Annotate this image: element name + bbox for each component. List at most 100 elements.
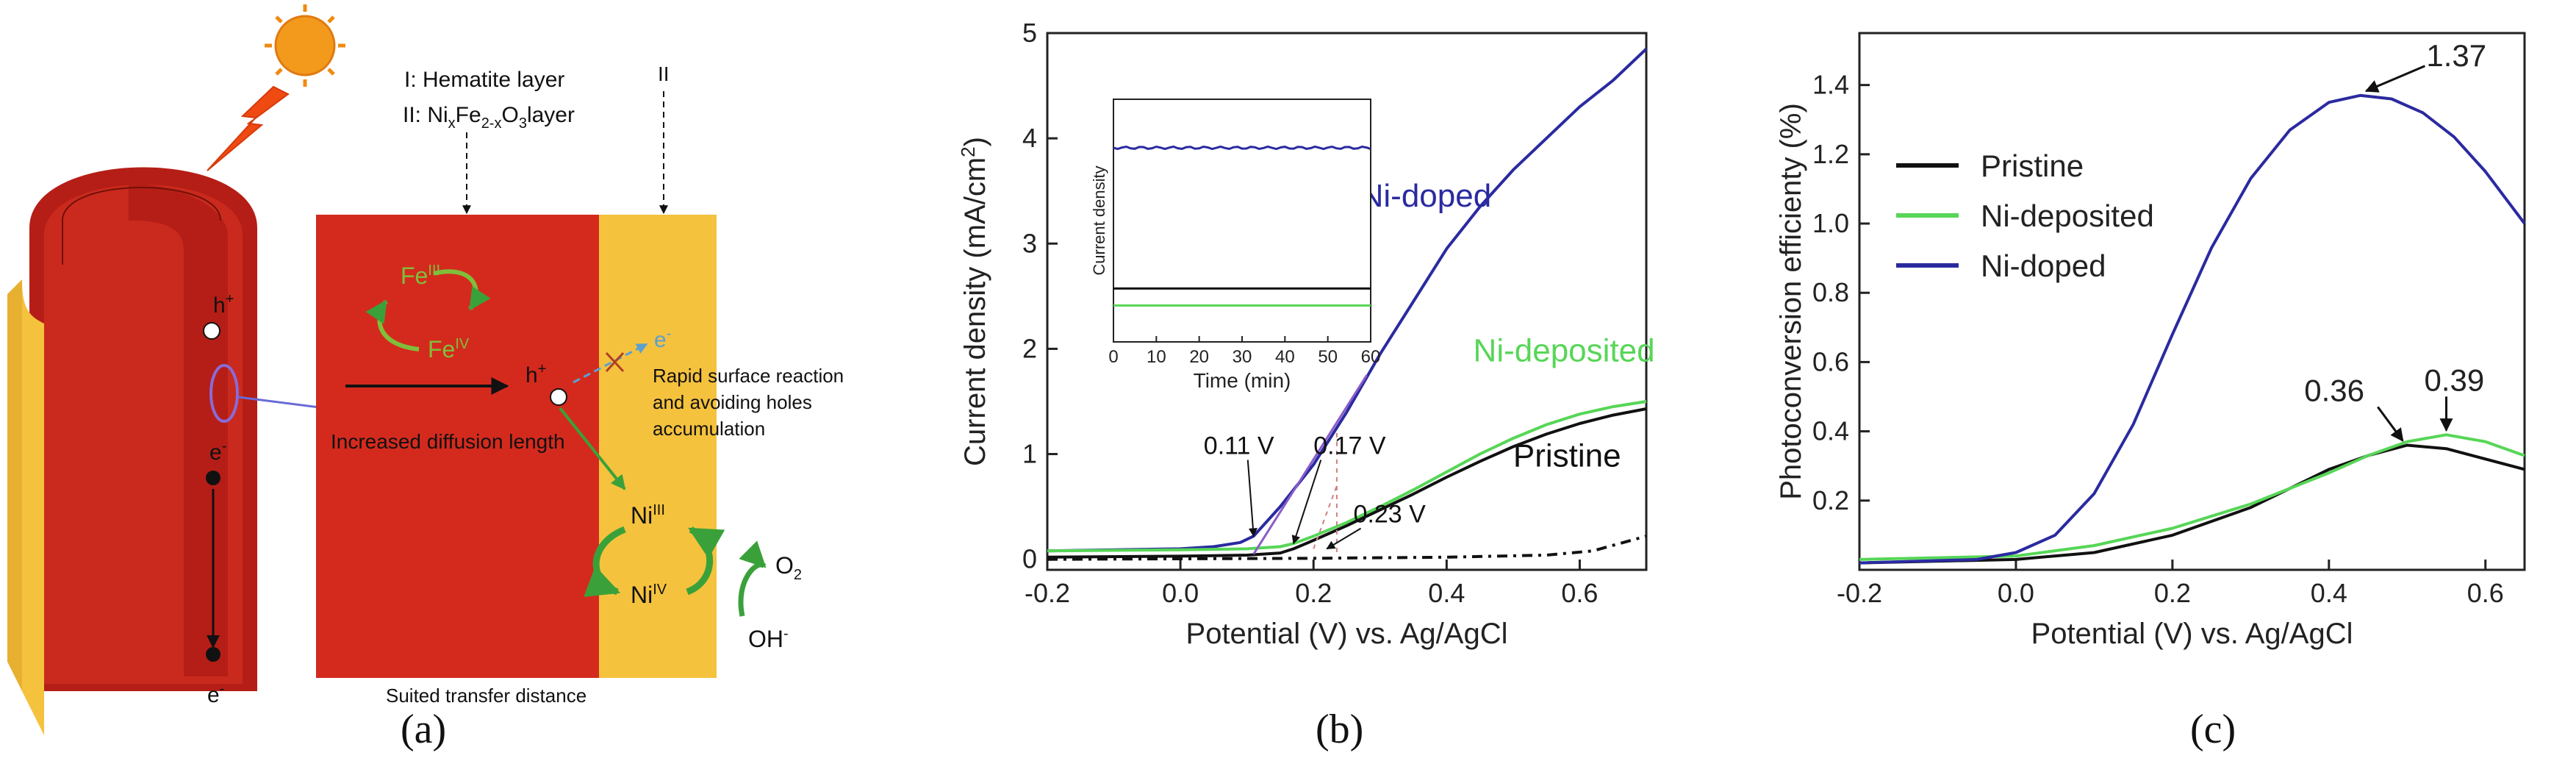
electron-label-block: e- — [654, 326, 671, 352]
x-tick-label: -0.2 — [1025, 578, 1070, 608]
plot-frame — [1046, 32, 1648, 571]
y-tick-label: 4 — [1022, 123, 1037, 153]
onset-annotation: 0.11 V — [1204, 432, 1274, 460]
inset-line-ni-doped — [1113, 145, 1371, 151]
diffusion-text: Increased diffusion length — [331, 430, 565, 453]
y-axis-label-sup: 2 — [957, 146, 979, 157]
panel-label-a: (a) — [401, 707, 446, 752]
y-axis-label-end: ) — [959, 137, 991, 146]
rapid-line-3: accumulation — [653, 418, 765, 440]
series-line-pristine — [1859, 443, 2525, 565]
legend-nife-layer: II: NixFe2-xO3layer — [403, 103, 575, 132]
inset-x-label: Time (min) — [1194, 369, 1291, 392]
y-tick-label: 1.2 — [1812, 139, 1849, 169]
series-line-ni-doped — [1859, 93, 2526, 565]
legend-label: Pristine — [1981, 149, 2084, 183]
plot-frame — [1858, 32, 2526, 571]
peak-annotation-arrow — [2377, 406, 2404, 442]
panel-label-c: (c) — [2190, 707, 2236, 752]
hole-label-block: h+ — [525, 361, 546, 387]
hole-label-tube: h+ — [213, 291, 234, 318]
y-axis-label-main: Current density (mA/cm — [959, 157, 991, 466]
y-tick-label: 5 — [1022, 18, 1037, 48]
x-axis-label: Potential (V) vs. Ag/AgCl — [1186, 618, 1508, 650]
inset-frame — [1113, 99, 1371, 343]
y-tick-label: 0.4 — [1812, 416, 1849, 446]
series-line-pristine — [1047, 407, 1647, 559]
y-tick-label: 0.8 — [1812, 277, 1849, 307]
y-tick-label: 1.0 — [1812, 208, 1849, 238]
legend-label: Ni-deposited — [1981, 199, 2154, 233]
x-tick-label: -0.2 — [1837, 578, 1882, 608]
series-line-ni-deposited — [1047, 400, 1647, 553]
chart-b: -0.2 0.0 0.2 0.4 0.6 0 1 2 3 4 5 Potential (V) vs. … — [957, 18, 1655, 650]
y-tick-label: 1.4 — [1812, 70, 1849, 100]
onset-annotation: 0.17 V — [1313, 432, 1386, 460]
y-tick-label: 2 — [1022, 333, 1037, 363]
series-line-dark — [1047, 535, 1647, 561]
nanotube-illustration — [7, 167, 332, 735]
fe-iv-label: FeIV — [428, 336, 470, 362]
fe-cycle-arrow-top — [433, 269, 491, 311]
rapid-line-1: Rapid surface reaction — [653, 365, 844, 387]
inset-x-tick-label: 50 — [1318, 347, 1338, 367]
x-tick-label: 0.6 — [2467, 578, 2504, 608]
electron-label-tube: e- — [209, 438, 226, 465]
y-tick-label: 1 — [1022, 439, 1037, 469]
y-tick-label: 3 — [1022, 228, 1037, 258]
series-label: Pristine — [1513, 438, 1621, 474]
lightning-bolt-icon — [207, 85, 290, 171]
onset-tangent-ni-doped — [1252, 374, 1368, 555]
rapid-line-2: and avoiding holes — [653, 391, 812, 413]
panel-label-b: (b) — [1316, 707, 1363, 752]
inset-x-tick-label: 30 — [1233, 347, 1252, 367]
y-tick-label: 0.2 — [1812, 485, 1849, 515]
oh-label: OH- — [748, 626, 789, 652]
peak-annotation: 0.36 — [2304, 373, 2364, 407]
oh-to-o2-arrow — [738, 540, 767, 617]
marker-II: II — [658, 62, 670, 85]
inset-x-tick-label: 10 — [1147, 347, 1166, 367]
fe-cycle-arrow-bottom — [365, 299, 420, 351]
onset-tangent-ni-deposited — [1313, 485, 1338, 549]
fe-iii-label: FeIII — [401, 262, 440, 289]
inset-x-tick-label: 60 — [1361, 347, 1381, 367]
x-tick-label: 0.0 — [1998, 578, 2034, 608]
inset-x-tick-label: 40 — [1275, 347, 1295, 367]
hematite-block — [316, 215, 599, 678]
inset-x-tick-label: 0 — [1108, 347, 1118, 367]
x-tick-label: 0.0 — [1162, 578, 1199, 608]
electron-label-bottom: e- — [207, 681, 224, 707]
onset-annotation-arrow — [1326, 527, 1362, 550]
y-tick-label: 0.6 — [1812, 346, 1849, 376]
panel-a-diagram: h+ e- e- I: Hematite layer II: NixFe2-xO… — [7, 4, 844, 752]
onset-annotation-arrow — [1246, 460, 1257, 537]
legend-label: Ni-doped — [1981, 249, 2106, 283]
series-line-ni-deposited — [1859, 433, 2525, 561]
ni-iii-label: NiIII — [631, 502, 665, 529]
inset-x-tick-label: 20 — [1189, 347, 1209, 367]
suited-distance-text: Suited transfer distance — [386, 685, 586, 707]
o2-label: O2 — [775, 552, 802, 583]
x-tick-label: 0.2 — [1295, 578, 1332, 608]
series-label: Ni-doped — [1360, 178, 1492, 214]
ni-cycle-arrow-right — [686, 526, 725, 596]
x-tick-label: 0.6 — [1561, 578, 1598, 608]
y-axis-label: Current density (mA/cm2) — [957, 137, 991, 466]
ni-cycle-arrow-left — [584, 526, 626, 597]
peak-annotation: 0.39 — [2425, 362, 2485, 397]
onset-annotation: 0.23 V — [1354, 501, 1427, 529]
y-axis-label: Photoconversion efficienty (%) — [1775, 103, 1807, 500]
peak-annotation: 1.37 — [2426, 38, 2486, 73]
chart-c: -0.2 0.0 0.2 0.4 0.6 0.2 0.4 0.6 0.8 1.0 1.2 1.4 Pot… — [1775, 32, 2526, 650]
inset-y-label: Current density — [1090, 165, 1108, 275]
x-tick-label: 0.4 — [1428, 578, 1465, 608]
x-axis-label: Potential (V) vs. Ag/AgCl — [2031, 618, 2353, 650]
y-tick-label: 0 — [1022, 544, 1037, 574]
series-label: Ni-deposited — [1474, 333, 1655, 369]
ni-iv-label: NiIV — [631, 582, 667, 608]
legend-hematite: I: Hematite layer — [404, 68, 564, 92]
nife-layer-block — [599, 215, 717, 678]
peak-annotation-arrow — [2364, 65, 2425, 93]
